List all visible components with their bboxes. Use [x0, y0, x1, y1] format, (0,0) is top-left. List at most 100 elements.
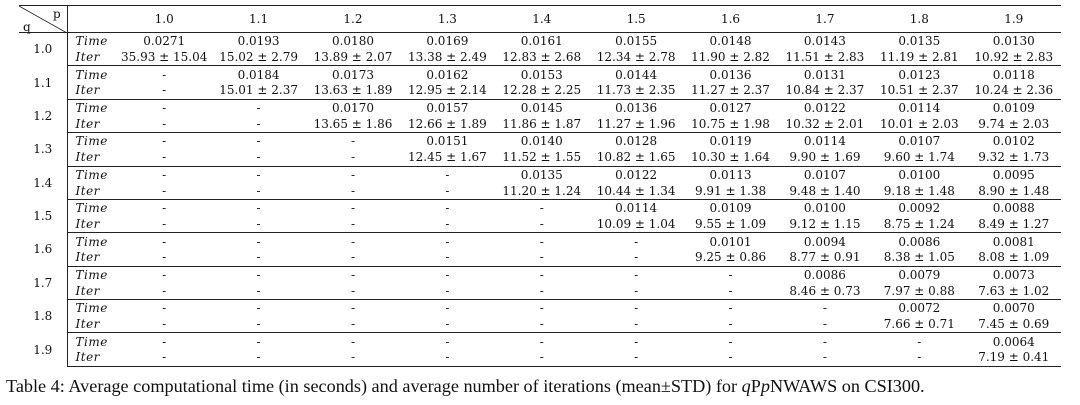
- time-value-cell: 0.0109: [709, 201, 752, 216]
- time-value-cell: 0.0136: [615, 101, 658, 116]
- time-value-cell: -: [350, 334, 355, 349]
- iter-value-cell: -: [211, 216, 306, 234]
- iter-value-cell: 15.01 ± 2.37: [211, 83, 306, 100]
- time-value-cell: -: [256, 267, 261, 282]
- iter-value-cell: -: [305, 350, 401, 367]
- header-p-1.4: 1.4: [494, 5, 589, 33]
- time-value-cell: 0.0109: [992, 101, 1035, 116]
- table-row-time: 1.2 Time - -0.0170 0.0157 0.0145 0.0136 0.0127 0…: [19, 99, 1061, 133]
- iter-value-cell: -: [777, 316, 873, 334]
- table-row-iter: Iter - - -12.45 ± 1.67 11.52 ± 1.55 10.82 ± 1…: [19, 149, 1061, 167]
- row-label-time: Time: [75, 234, 108, 249]
- iter-value-cell: -: [117, 183, 212, 200]
- header-p-1.5: 1.5: [588, 5, 684, 33]
- time-value-cell: 0.0113: [709, 167, 752, 182]
- time-value-cell: -: [350, 301, 355, 316]
- time-value-cell: 0.0155: [615, 34, 658, 49]
- time-value-cell: 0.0107: [803, 167, 846, 182]
- iter-value-cell: -: [400, 249, 495, 267]
- time-value-cell: 0.0128: [615, 134, 658, 149]
- iter-value-cell: -: [117, 216, 212, 234]
- iter-value-cell: -: [305, 316, 401, 334]
- iter-value-cell: 11.51 ± 2.83: [777, 49, 873, 67]
- iter-value-cell: -: [211, 316, 306, 334]
- iter-value-cell: -: [683, 350, 778, 367]
- table-row-time: 1.0 Time 0.0271 0.0193 0.0180 0.0169 0.0161 0.0…: [19, 32, 1061, 66]
- time-value-cell: 0.0100: [898, 167, 941, 182]
- header-p-1.3: 1.3: [400, 5, 495, 33]
- time-value-cell: -: [445, 234, 450, 249]
- iter-value-cell: 8.08 ± 1.09: [966, 249, 1061, 267]
- row-label-time: Time: [75, 34, 108, 49]
- iter-value-cell: -: [588, 350, 684, 367]
- iter-value-cell: 11.52 ± 1.55: [494, 149, 589, 167]
- iter-value-cell: -: [400, 350, 495, 367]
- time-value-cell: 0.0140: [520, 134, 563, 149]
- time-value-cell: -: [445, 301, 450, 316]
- iter-value-cell: 10.82 ± 1.65: [588, 149, 684, 167]
- time-value-cell: -: [822, 301, 827, 316]
- iter-value-cell: 8.90 ± 1.48: [966, 183, 1061, 200]
- time-value-cell: -: [445, 267, 450, 282]
- iter-value-cell: 11.86 ± 1.87: [494, 116, 589, 134]
- q-value-cell: 1.8: [19, 299, 68, 333]
- q-value-cell: 1.4: [19, 166, 68, 200]
- time-value-cell: -: [256, 201, 261, 216]
- iter-value-cell: -: [117, 249, 212, 267]
- table-row-time: 1.8 Time - - - - - - - -0.0072 0.0070: [19, 299, 1061, 333]
- time-value-cell: 0.0143: [803, 34, 846, 49]
- time-value-cell: -: [539, 334, 544, 349]
- iter-value-cell: 15.02 ± 2.79: [211, 49, 306, 67]
- time-value-cell: 0.0153: [520, 67, 563, 82]
- iter-value-cell: 12.95 ± 2.14: [400, 83, 495, 100]
- row-label-iter: Iter: [67, 183, 117, 200]
- table-row-iter: Iter -15.01 ± 2.37 13.63 ± 1.89 12.95 ± 2.1…: [19, 83, 1061, 100]
- time-value-cell: 0.0086: [898, 234, 941, 249]
- q-value-cell: 1.2: [19, 99, 68, 133]
- time-value-cell: 0.0170: [331, 101, 374, 116]
- iter-value-cell: -: [211, 183, 306, 200]
- time-value-cell: -: [256, 334, 261, 349]
- time-value-cell: -: [634, 334, 639, 349]
- iter-value-cell: -: [211, 249, 306, 267]
- iter-value-cell: 8.77 ± 0.91: [777, 249, 873, 267]
- row-label-time: Time: [75, 267, 108, 282]
- iter-value-cell: -: [683, 316, 778, 334]
- iter-value-cell: 8.75 ± 1.24: [872, 216, 967, 234]
- time-value-cell: 0.0122: [803, 101, 846, 116]
- row-label-iter: Iter: [67, 83, 117, 100]
- time-value-cell: 0.0271: [143, 34, 186, 49]
- iter-value-cell: -: [211, 116, 306, 134]
- time-value-cell: 0.0131: [803, 67, 846, 82]
- time-value-cell: -: [539, 234, 544, 249]
- iter-value-cell: 13.65 ± 1.86: [305, 116, 401, 134]
- time-value-cell: -: [539, 201, 544, 216]
- iter-value-cell: -: [400, 283, 495, 301]
- time-value-cell: -: [539, 267, 544, 282]
- caption-prefix: Table 4: Average computational time (in …: [6, 376, 742, 396]
- time-value-cell: -: [256, 234, 261, 249]
- time-value-cell: 0.0088: [992, 201, 1035, 216]
- q-value-cell: 1.9: [19, 332, 68, 367]
- time-value-cell: -: [445, 334, 450, 349]
- iter-value-cell: 7.97 ± 0.88: [872, 283, 967, 301]
- iter-value-cell: 10.75 ± 1.98: [683, 116, 778, 134]
- iter-value-cell: -: [305, 216, 401, 234]
- table-row-time: 1.6 Time - - - - - -0.0101 0.0094 0.0086 0.0081: [19, 232, 1061, 267]
- header-p-1.1: 1.1: [211, 5, 306, 33]
- row-label-time: Time: [75, 201, 108, 216]
- time-value-cell: -: [634, 267, 639, 282]
- time-value-cell: -: [256, 167, 261, 182]
- iter-value-cell: -: [117, 283, 212, 301]
- iter-value-cell: 7.66 ± 0.71: [872, 316, 967, 334]
- time-value-cell: 0.0169: [426, 34, 469, 49]
- iter-value-cell: -: [117, 350, 212, 367]
- time-value-cell: 0.0162: [426, 67, 469, 82]
- iter-value-cell: 12.34 ± 2.78: [588, 49, 684, 67]
- time-value-cell: 0.0193: [237, 34, 280, 49]
- time-value-cell: -: [350, 167, 355, 182]
- iter-value-cell: 9.32 ± 1.73: [966, 149, 1061, 167]
- time-value-cell: -: [162, 67, 167, 82]
- iter-value-cell: 10.84 ± 2.37: [777, 83, 873, 100]
- iter-value-cell: -: [211, 149, 306, 167]
